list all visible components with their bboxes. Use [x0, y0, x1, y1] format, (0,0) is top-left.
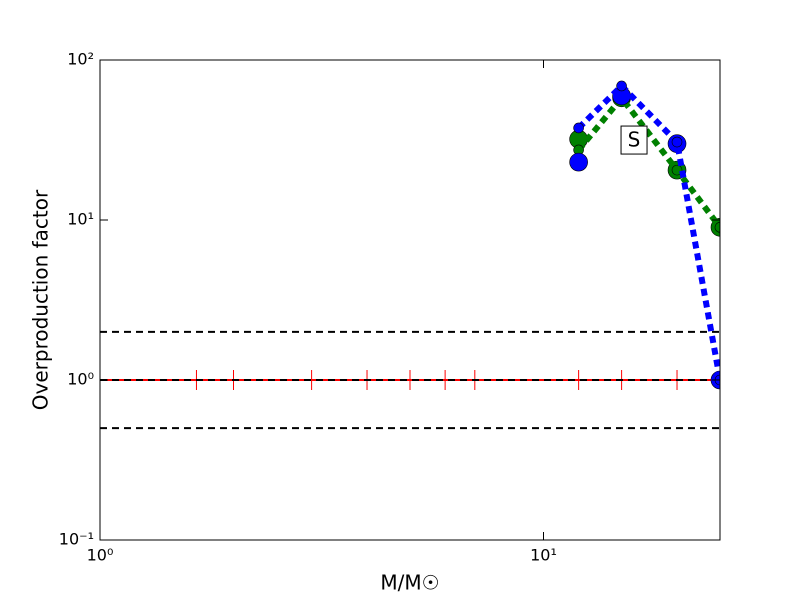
series-line: [576, 81, 720, 381]
series-line: [576, 93, 720, 230]
plot-layer: [100, 80, 720, 430]
plot-area: [100, 60, 720, 540]
y-tick-label: 10⁻¹: [59, 530, 94, 549]
x-axis-label: M/M☉: [380, 571, 439, 595]
y-tick-label: 10¹: [67, 210, 94, 229]
series-marker: [573, 122, 584, 134]
y-tick-label: 10²: [67, 50, 94, 69]
y-axis-label: Overproduction factor: [29, 189, 53, 410]
series-marker: [671, 136, 683, 148]
x-tick-label: 10⁰: [87, 546, 114, 565]
x-tick-label: 10¹: [530, 546, 557, 565]
series-marker: [616, 80, 627, 92]
annotation-box: [620, 125, 648, 155]
series-marker: [569, 152, 588, 172]
y-tick-label: 10⁰: [67, 370, 94, 389]
plot-frame: [99, 59, 721, 541]
series-marker: [714, 222, 720, 233]
annotation: S: [628, 128, 641, 152]
